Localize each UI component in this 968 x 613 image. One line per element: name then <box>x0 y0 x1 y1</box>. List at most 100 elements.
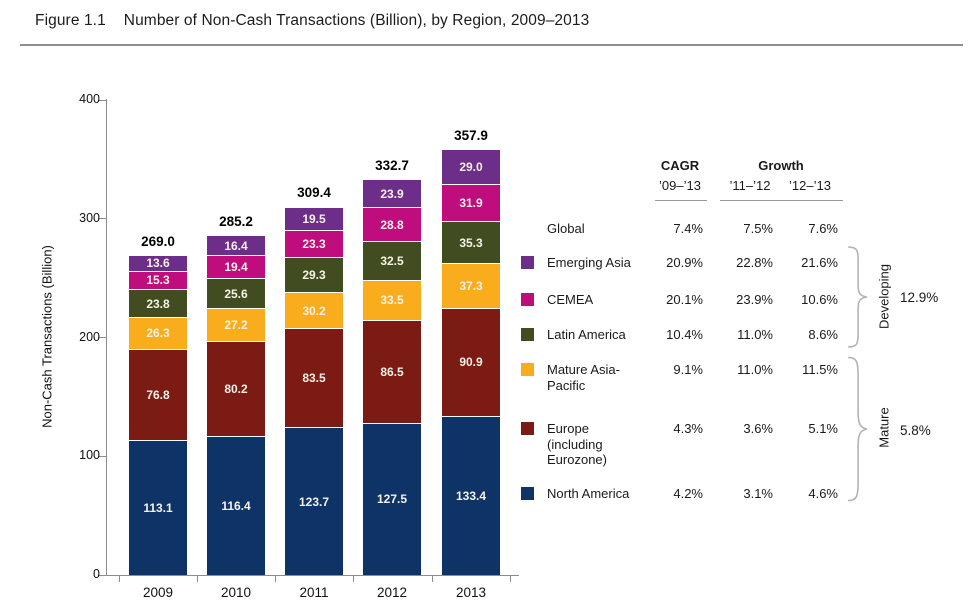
segment-north-america: 116.4 <box>207 436 265 575</box>
growth2-value-cemea: 10.6% <box>801 292 838 307</box>
y-tick-label: 0 <box>93 567 100 581</box>
segment-value: 29.0 <box>459 159 483 174</box>
segment-value: 86.5 <box>380 364 404 379</box>
growth2-value-europe-including-eurozone: 5.1% <box>808 421 838 436</box>
segment-value: 27.2 <box>224 317 248 332</box>
segment-mature-asia-pacific: 30.2 <box>285 293 343 329</box>
segment-value: 28.8 <box>380 217 404 232</box>
y-tick-label: 200 <box>79 329 100 344</box>
cagr-header: CAGR <box>660 158 700 173</box>
bar-total-label: 285.2 <box>219 214 253 230</box>
segment-value: 90.9 <box>459 355 483 370</box>
segment-emerging-asia: 16.4 <box>207 236 265 256</box>
category-label: 2009 <box>142 585 174 600</box>
cagr-value-europe-including-eurozone: 4.3% <box>673 421 703 436</box>
y-tick-mark <box>98 218 106 220</box>
growth-period2-label: ’12–’13 <box>789 178 831 193</box>
growth1-value-north-america: 3.1% <box>743 486 773 501</box>
segment-north-america: 123.7 <box>285 428 343 575</box>
segment-value: 133.4 <box>455 488 487 503</box>
growth1-value-emerging-asia: 22.8% <box>736 255 773 270</box>
segment-value: 33.5 <box>380 293 404 308</box>
segment-value: 37.3 <box>459 279 483 293</box>
segment-value: 32.5 <box>380 254 404 269</box>
legend-swatch-cemea <box>521 293 534 306</box>
growth1-value-latin-america: 11.0% <box>737 327 773 342</box>
growth-columns-underline <box>720 200 843 201</box>
bar-2010: 116.4 80.2 27.2 25.6 19.4 16.4 <box>207 236 265 575</box>
cagr-column-underline <box>655 200 707 201</box>
segment-value: 13.6 <box>146 256 170 271</box>
category-label: 2013 <box>455 585 487 600</box>
cagr-value-mature-asia-pacific: 9.1% <box>673 362 703 377</box>
figure-number: Figure 1.1 <box>35 12 106 29</box>
row-label-emerging-asia: Emerging Asia <box>547 255 631 270</box>
developing-group-value: 12.9% <box>900 290 939 305</box>
row-label-europe-including-eurozone: Europe (including Eurozone) <box>547 421 607 467</box>
segment-europe-including-eurozone: 86.5 <box>363 320 421 424</box>
title-divider <box>20 44 963 46</box>
growth1-value-mature-asia-pacific: 11.0% <box>737 362 773 377</box>
legend-swatch-latin-america <box>521 328 534 341</box>
y-tick-label: 100 <box>79 448 100 463</box>
segment-mature-asia-pacific: 33.5 <box>363 281 421 321</box>
bar-total-label: 357.9 <box>454 128 488 144</box>
segment-value: 31.9 <box>459 196 483 211</box>
growth1-value-global: 7.5% <box>743 221 773 236</box>
segment-emerging-asia: 29.0 <box>442 150 500 185</box>
segment-value: 35.3 <box>459 235 483 250</box>
cagr-period-label: ’09–’13 <box>659 178 701 193</box>
segment-value: 30.2 <box>302 303 326 318</box>
segment-cemea: 31.9 <box>442 184 500 223</box>
segment-value: 76.8 <box>146 387 170 402</box>
stats-table: CAGR Growth ’09–’13 ’11–’12 ’12–’13 Deve… <box>521 0 968 613</box>
segment-value: 80.2 <box>224 381 248 396</box>
segment-value: 25.6 <box>224 286 248 301</box>
x-tick-mark <box>510 575 511 582</box>
bar-2011: 123.7 83.5 30.2 29.3 23.3 19.5 <box>285 207 343 575</box>
row-label-latin-america: Latin America <box>547 327 626 342</box>
row-label-global: Global <box>547 221 585 236</box>
segment-emerging-asia: 19.5 <box>285 207 343 231</box>
segment-latin-america: 23.8 <box>129 290 187 319</box>
row-label-cemea: CEMEA <box>547 292 594 307</box>
segment-emerging-asia: 13.6 <box>129 255 187 272</box>
segment-mature-asia-pacific: 27.2 <box>207 309 265 342</box>
segment-value: 23.8 <box>146 296 170 311</box>
cagr-value-emerging-asia: 20.9% <box>666 255 703 270</box>
segment-latin-america: 35.3 <box>442 222 500 265</box>
segment-value: 83.5 <box>302 371 326 386</box>
mature-brace <box>846 356 868 502</box>
segment-cemea: 28.8 <box>363 208 421 243</box>
bar-total-label: 332.7 <box>375 157 409 173</box>
segment-europe-including-eurozone: 76.8 <box>129 349 187 441</box>
cagr-value-global: 7.4% <box>673 221 703 236</box>
bar-2012: 127.5 86.5 33.5 32.5 28.8 23.9 <box>363 179 421 575</box>
x-tick-mark <box>197 575 198 582</box>
segment-europe-including-eurozone: 80.2 <box>207 341 265 437</box>
segment-north-america: 133.4 <box>442 416 500 575</box>
category-label: 2010 <box>220 585 252 600</box>
segment-value: 116.4 <box>221 498 251 513</box>
bar-total-label: 309.4 <box>297 185 331 201</box>
developing-brace <box>846 246 868 348</box>
legend-swatch-emerging-asia <box>521 256 534 269</box>
y-axis-title: Non-Cash Transactions (Billion) <box>39 245 55 428</box>
segment-value: 15.3 <box>146 273 170 288</box>
segment-cemea: 23.3 <box>285 230 343 259</box>
segment-value: 113.1 <box>143 500 173 515</box>
row-label-north-america: North America <box>547 486 630 501</box>
segment-latin-america: 25.6 <box>207 278 265 310</box>
segment-europe-including-eurozone: 90.9 <box>442 308 500 417</box>
segment-value: 19.4 <box>224 259 248 274</box>
segment-value: 29.3 <box>302 268 326 283</box>
bar-total-label: 269.0 <box>141 233 175 249</box>
growth-header: Growth <box>758 158 804 173</box>
growth2-value-north-america: 4.6% <box>808 486 838 501</box>
legend-swatch-north-america <box>521 487 534 500</box>
growth1-value-europe-including-eurozone: 3.6% <box>743 421 773 436</box>
x-axis-line <box>106 575 519 576</box>
segment-mature-asia-pacific: 26.3 <box>129 318 187 350</box>
